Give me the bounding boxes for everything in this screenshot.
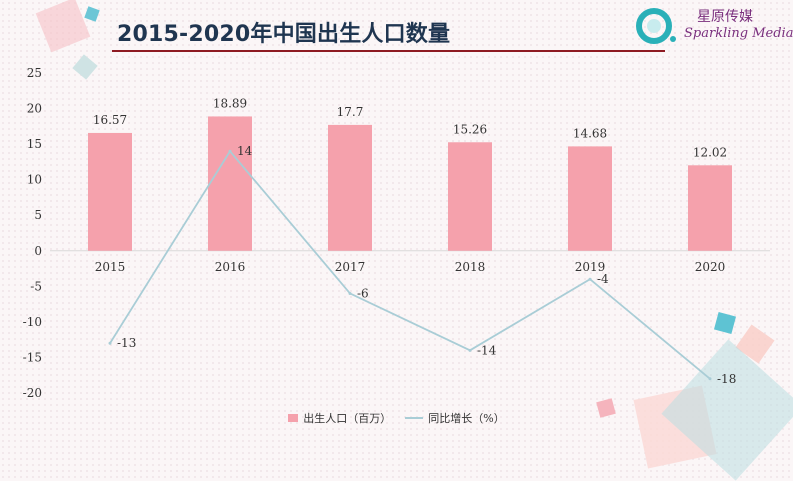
bar-data-label: 18.89 — [213, 96, 247, 110]
x-tick-label: 2015 — [95, 260, 126, 274]
legend-item-births: 出生人口（百万） — [288, 410, 391, 426]
bar-data-label: 12.02 — [693, 145, 727, 159]
growth-point — [228, 149, 232, 153]
growth-data-label: -18 — [717, 372, 736, 386]
y-tick-label: -15 — [23, 350, 42, 364]
growth-data-label: -13 — [117, 336, 136, 350]
legend-label-growth: 同比增长（%） — [428, 412, 505, 425]
y-tick-label: -10 — [23, 315, 42, 329]
brand-logo — [636, 8, 676, 44]
y-tick-label: -5 — [30, 279, 42, 293]
legend: 出生人口（百万） 同比增长（%） — [0, 410, 793, 426]
legend-swatch-line — [405, 417, 424, 419]
bar-data-label: 17.7 — [337, 105, 364, 119]
page-title: 2015-2020年中国出生人口数量 — [117, 22, 451, 47]
brand-subtitle: Sparkling Media — [684, 26, 793, 41]
chart: 2520151050-5-10-15-2016.5718.8917.715.26… — [23, 66, 770, 400]
growth-line — [109, 149, 711, 380]
bar — [208, 116, 252, 251]
bar — [88, 132, 132, 251]
bar — [448, 142, 492, 251]
growth-point — [588, 277, 592, 281]
bar — [328, 124, 372, 251]
growth-data-label: 14 — [237, 144, 253, 158]
growth-data-label: -6 — [357, 286, 369, 300]
growth-point — [468, 348, 472, 352]
bar-data-label: 15.26 — [453, 122, 487, 136]
x-tick-label: 2018 — [455, 260, 486, 274]
x-tick-label: 2020 — [695, 260, 726, 274]
bar — [688, 165, 732, 251]
bar — [568, 146, 612, 251]
growth-point — [108, 341, 112, 345]
x-tick-label: 2019 — [575, 260, 606, 274]
x-tick-label: 2017 — [335, 260, 366, 274]
bar-data-label: 16.57 — [93, 113, 127, 127]
y-tick-label: 10 — [27, 173, 42, 187]
legend-label-births: 出生人口（百万） — [303, 412, 392, 425]
brand-logo-icon — [636, 8, 672, 44]
x-tick-label: 2016 — [215, 260, 246, 274]
bar-data-label: 14.68 — [573, 126, 607, 140]
legend-swatch-bar — [288, 414, 299, 422]
y-tick-label: 25 — [27, 66, 42, 80]
y-tick-label: 5 — [34, 208, 42, 222]
legend-item-growth: 同比增长（%） — [405, 410, 505, 426]
y-tick-label: -20 — [23, 386, 42, 400]
brand-name: 星原传媒 — [697, 9, 753, 25]
y-tick-label: 0 — [34, 244, 42, 258]
growth-point — [708, 377, 712, 381]
y-tick-label: 20 — [27, 102, 42, 116]
y-tick-label: 15 — [27, 137, 42, 151]
growth-data-label: -4 — [597, 272, 609, 286]
growth-data-label: -14 — [477, 343, 497, 357]
title-divider — [112, 50, 665, 52]
growth-point — [348, 291, 352, 295]
